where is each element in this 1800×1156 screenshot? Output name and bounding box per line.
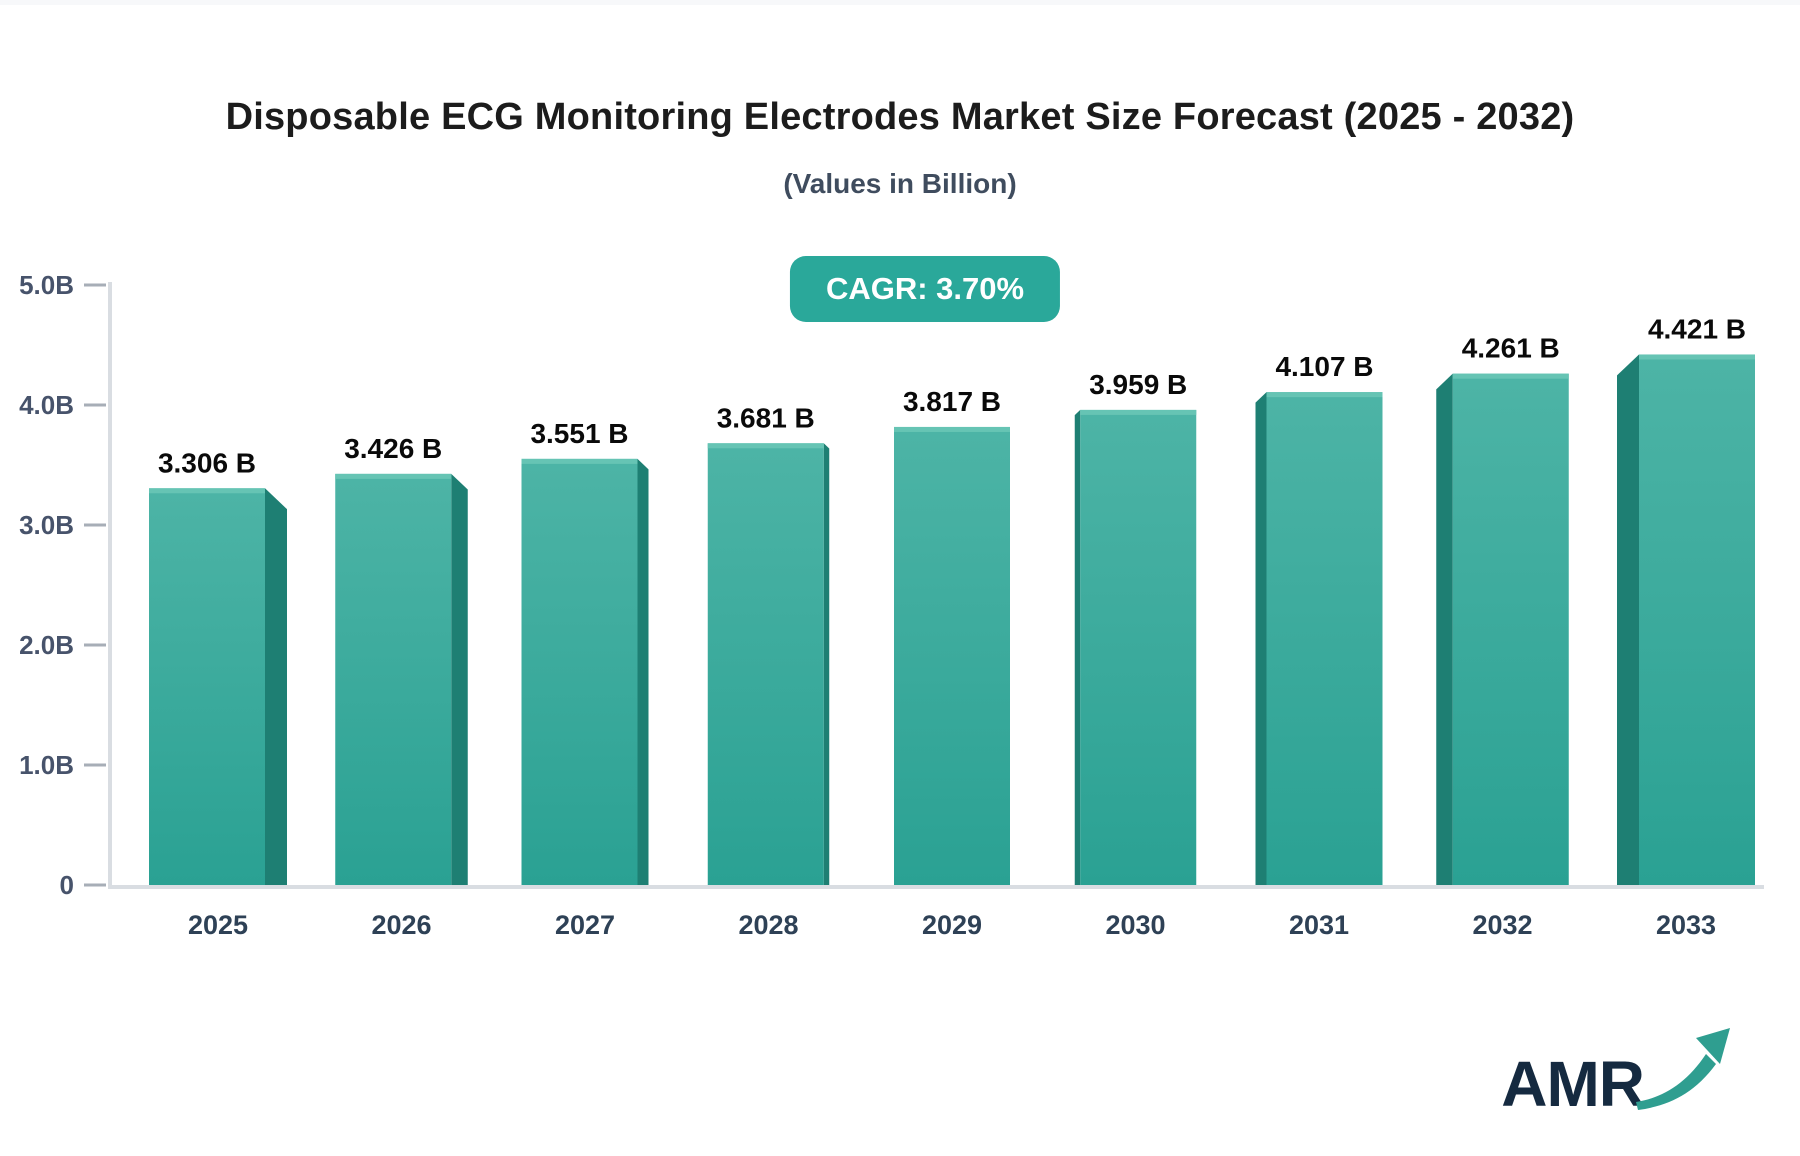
bar-value-label-2031: 4.107 B: [1275, 351, 1373, 382]
bar-top-edge-2031: [1266, 392, 1383, 398]
amr-logo: AMR: [1501, 1026, 1730, 1116]
bar-top-edge-2026: [335, 473, 452, 479]
bar-top-edge-2032: [1452, 373, 1569, 379]
y-tick-label: 4.0B: [19, 390, 74, 420]
y-tick-label: 1.0B: [19, 750, 74, 780]
bar-value-label-2025: 3.306 B: [158, 447, 256, 478]
bar-side-face-2026: [451, 473, 468, 885]
bar-2028: [707, 443, 824, 885]
x-tick-label-2028: 2028: [738, 910, 798, 940]
y-tick-label: 0: [60, 870, 74, 900]
chart-title: Disposable ECG Monitoring Electrodes Mar…: [225, 96, 1575, 138]
bar-side-face-2031: [1255, 392, 1267, 885]
bar-2033: [1639, 354, 1755, 886]
x-tick-label-2032: 2032: [1472, 910, 1532, 940]
bar-value-label-2028: 3.681 B: [717, 402, 815, 433]
y-tick-label: 2.0B: [19, 630, 74, 660]
amr-logo-text: AMR: [1501, 1048, 1645, 1120]
bar-side-face-2025: [265, 488, 287, 885]
bar-side-face-2032: [1436, 373, 1453, 885]
bar-side-face-2030: [1074, 409, 1081, 885]
x-tick-label-2025: 2025: [188, 910, 248, 940]
x-tick-label-2029: 2029: [922, 910, 982, 940]
bar-2029: [894, 426, 1010, 885]
top-edge-strip: [0, 0, 1800, 5]
bar-2025: [149, 488, 265, 885]
bar-top-edge-2029: [894, 426, 1010, 432]
x-tick-label-2027: 2027: [555, 910, 615, 940]
trending-up-arrow-icon: [1636, 1028, 1730, 1110]
bar-2032: [1452, 373, 1569, 885]
cagr-badge: CAGR: 3.70%: [789, 256, 1061, 322]
bar-top-edge-2030: [1080, 409, 1197, 415]
bar-top-edge-2025: [149, 488, 265, 494]
bar-value-label-2032: 4.261 B: [1462, 333, 1560, 364]
x-tick-label-2033: 2033: [1656, 910, 1716, 940]
bar-2030: [1080, 409, 1197, 885]
bar-2031: [1266, 392, 1383, 885]
bar-side-face-2033: [1617, 354, 1639, 886]
bar-2027: [521, 458, 638, 885]
bar-side-face-2027: [637, 458, 649, 885]
y-tick-label: 3.0B: [19, 510, 74, 540]
bar-2026: [335, 473, 452, 885]
bar-top-edge-2028: [707, 443, 824, 449]
x-tick-label-2030: 2030: [1105, 910, 1165, 940]
chart-subtitle: (Values in Billion): [783, 168, 1017, 199]
bar-value-label-2033: 4.421 B: [1648, 313, 1746, 344]
bar-top-edge-2027: [521, 458, 638, 464]
bar-top-edge-2033: [1639, 354, 1755, 360]
bar-value-label-2029: 3.817 B: [903, 386, 1001, 417]
x-tick-label-2031: 2031: [1289, 910, 1349, 940]
bar-value-label-2027: 3.551 B: [530, 418, 628, 449]
y-tick-label: 5.0B: [19, 270, 74, 300]
bar-side-face-2028: [823, 443, 830, 885]
x-tick-label-2026: 2026: [371, 910, 431, 940]
bar-value-label-2026: 3.426 B: [344, 433, 442, 464]
bar-value-label-2030: 3.959 B: [1089, 369, 1187, 400]
